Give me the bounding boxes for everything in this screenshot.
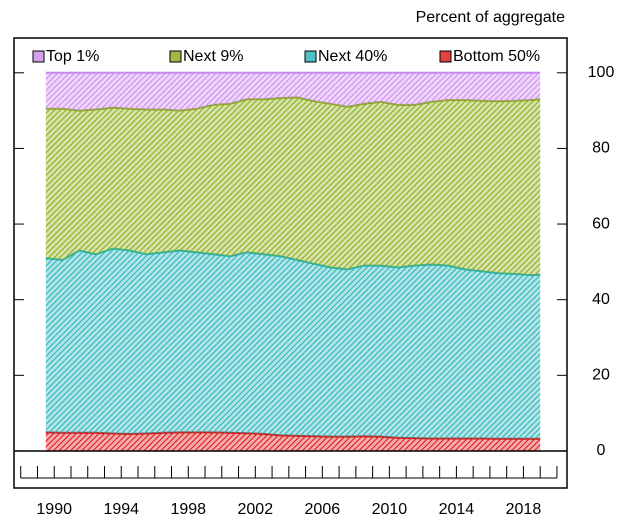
y-tick-label: 0 (597, 442, 606, 459)
legend-label: Next 9% (183, 48, 243, 65)
x-tick-label: 2002 (238, 501, 274, 518)
area (45, 432, 541, 451)
legend-label: Top 1% (46, 48, 99, 65)
y-tick-label: 100 (588, 64, 615, 81)
area (45, 97, 541, 276)
y-tick-label: 20 (592, 367, 610, 384)
legend-label: Next 40% (318, 48, 387, 65)
area (45, 248, 541, 439)
legend-swatch (304, 50, 317, 63)
x-tick-label: 2014 (439, 501, 475, 518)
x-tick-label: 2006 (305, 501, 341, 518)
x-tick-label: 1990 (36, 501, 72, 518)
legend-swatch (169, 50, 182, 63)
legend-swatch (32, 50, 45, 63)
legend-swatch (439, 50, 452, 63)
y-tick-label: 40 (592, 291, 610, 308)
legend-label: Bottom 50% (453, 48, 540, 65)
x-tick-label: 2010 (372, 501, 408, 518)
plot-frame (13, 37, 568, 489)
area (45, 72, 541, 111)
y-tick-label: 80 (592, 140, 610, 157)
x-tick-label: 1998 (170, 501, 206, 518)
y-axis-label: Percent of aggregate (416, 9, 566, 26)
y-tick-label: 60 (592, 215, 610, 232)
x-tick-label: 2018 (506, 501, 542, 518)
x-tick-label: 1994 (103, 501, 139, 518)
